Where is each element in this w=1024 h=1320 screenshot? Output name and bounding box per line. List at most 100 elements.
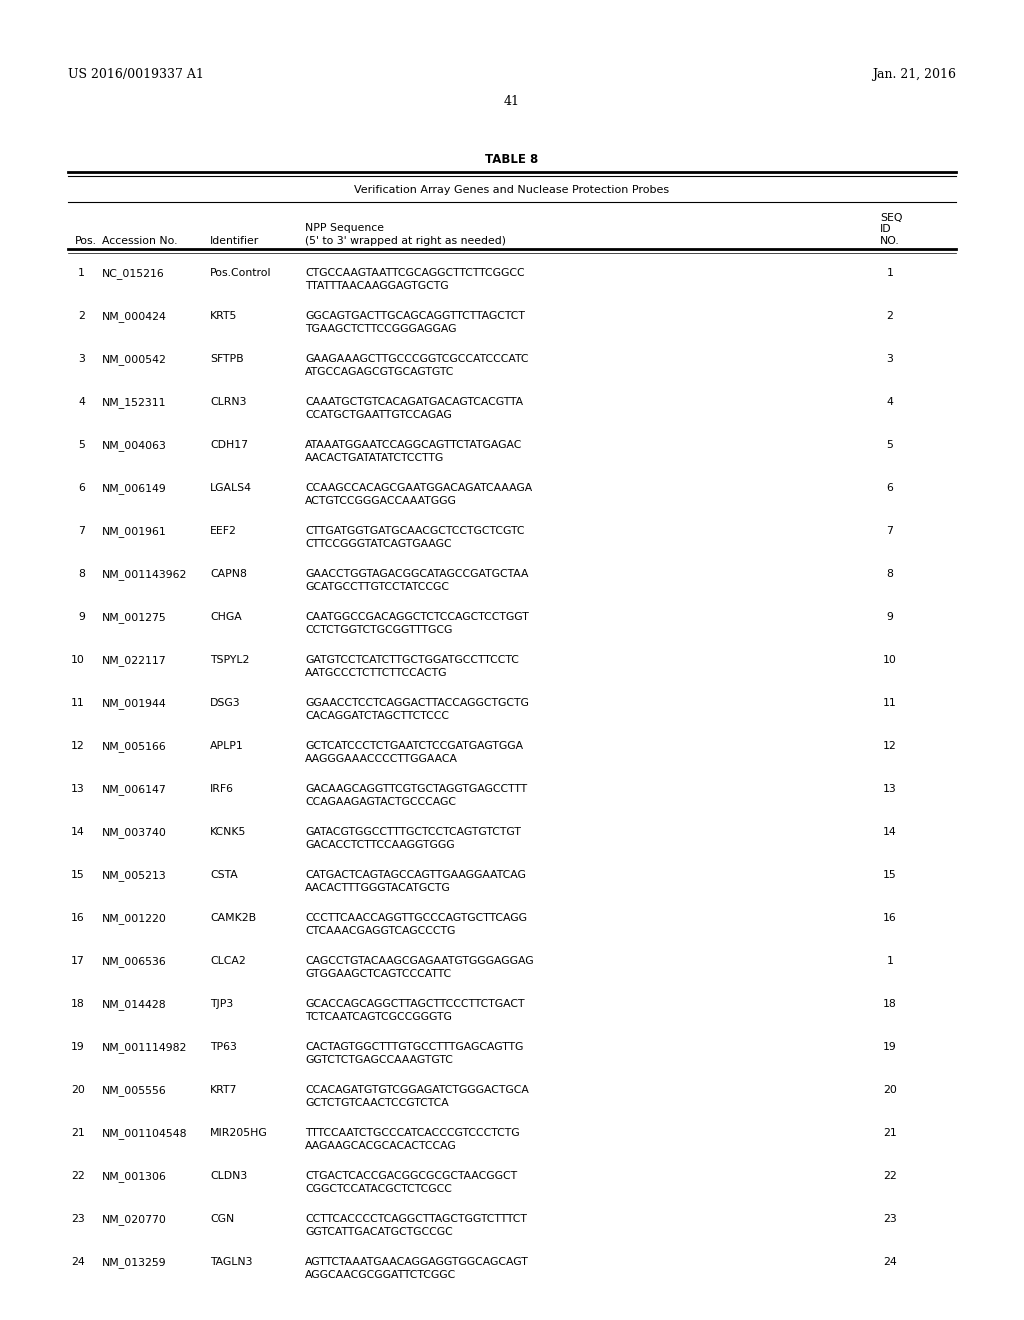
Text: NM_005213: NM_005213 (102, 870, 167, 880)
Text: AAGGGAAACCCCTTGGAACA: AAGGGAAACCCCTTGGAACA (305, 754, 458, 764)
Text: NM_000542: NM_000542 (102, 354, 167, 364)
Text: KCNK5: KCNK5 (210, 828, 247, 837)
Text: 17: 17 (72, 956, 85, 966)
Text: TJP3: TJP3 (210, 999, 233, 1008)
Text: 3: 3 (78, 354, 85, 364)
Text: NM_003740: NM_003740 (102, 828, 167, 838)
Text: GTGGAAGCTCAGTCCCATTC: GTGGAAGCTCAGTCCCATTC (305, 969, 452, 979)
Text: 12: 12 (72, 741, 85, 751)
Text: Identifier: Identifier (210, 236, 259, 246)
Text: 9: 9 (887, 612, 893, 622)
Text: 13: 13 (72, 784, 85, 795)
Text: AGGCAACGCGGATTCTCGGC: AGGCAACGCGGATTCTCGGC (305, 1270, 457, 1280)
Text: NM_001143962: NM_001143962 (102, 569, 187, 579)
Text: CAPN8: CAPN8 (210, 569, 247, 579)
Text: AATGCCCTCTTCTTCCACTG: AATGCCCTCTTCTTCCACTG (305, 668, 447, 678)
Text: 15: 15 (883, 870, 897, 880)
Text: CAMK2B: CAMK2B (210, 913, 256, 923)
Text: NM_001104548: NM_001104548 (102, 1129, 187, 1139)
Text: NM_001114982: NM_001114982 (102, 1041, 187, 1053)
Text: DSG3: DSG3 (210, 698, 241, 708)
Text: 6: 6 (887, 483, 893, 492)
Text: CCTTCACCCCTCAGGCTTAGCTGGTCTTTCT: CCTTCACCCCTCAGGCTTAGCTGGTCTTTCT (305, 1214, 527, 1224)
Text: CDH17: CDH17 (210, 440, 248, 450)
Text: CATGACTCAGTAGCCAGTTGAAGGAATCAG: CATGACTCAGTAGCCAGTTGAAGGAATCAG (305, 870, 526, 880)
Text: NC_015216: NC_015216 (102, 268, 165, 279)
Text: 10: 10 (71, 655, 85, 665)
Text: GCTCATCCCTCTGAATCTCCGATGAGTGGA: GCTCATCCCTCTGAATCTCCGATGAGTGGA (305, 741, 523, 751)
Text: CCCTTCAACCAGGTTGCCCAGTGCTTCAGG: CCCTTCAACCAGGTTGCCCAGTGCTTCAGG (305, 913, 527, 923)
Text: CCAGAAGAGTACTGCCCAGC: CCAGAAGAGTACTGCCCAGC (305, 797, 456, 807)
Text: Verification Array Genes and Nuclease Protection Probes: Verification Array Genes and Nuclease Pr… (354, 185, 670, 195)
Text: 4: 4 (78, 397, 85, 407)
Text: (5' to 3' wrapped at right as needed): (5' to 3' wrapped at right as needed) (305, 236, 506, 246)
Text: 23: 23 (883, 1214, 897, 1224)
Text: CGN: CGN (210, 1214, 234, 1224)
Text: 18: 18 (883, 999, 897, 1008)
Text: ATGCCAGAGCGTGCAGTGTC: ATGCCAGAGCGTGCAGTGTC (305, 367, 455, 378)
Text: NM_000424: NM_000424 (102, 312, 167, 322)
Text: 2: 2 (78, 312, 85, 321)
Text: TAGLN3: TAGLN3 (210, 1257, 253, 1267)
Text: 1: 1 (78, 268, 85, 279)
Text: NM_004063: NM_004063 (102, 440, 167, 451)
Text: CLDN3: CLDN3 (210, 1171, 247, 1181)
Text: SFTPB: SFTPB (210, 354, 244, 364)
Text: NM_005166: NM_005166 (102, 741, 167, 752)
Text: 11: 11 (883, 698, 897, 708)
Text: IRF6: IRF6 (210, 784, 234, 795)
Text: CCATGCTGAATTGTCCAGAG: CCATGCTGAATTGTCCAGAG (305, 411, 452, 420)
Text: GGCAGTGACTTGCAGCAGGTTCTTAGCTCT: GGCAGTGACTTGCAGCAGGTTCTTAGCTCT (305, 312, 525, 321)
Text: 1: 1 (887, 956, 893, 966)
Text: 6: 6 (78, 483, 85, 492)
Text: GGTCTCTGAGCCAAAGTGTC: GGTCTCTGAGCCAAAGTGTC (305, 1055, 453, 1065)
Text: NM_013259: NM_013259 (102, 1257, 167, 1269)
Text: KRT7: KRT7 (210, 1085, 238, 1096)
Text: GCTCTGTCAACTCCGTCTCA: GCTCTGTCAACTCCGTCTCA (305, 1098, 449, 1107)
Text: TCTCAATCAGTCGCCGGGTG: TCTCAATCAGTCGCCGGGTG (305, 1012, 452, 1022)
Text: 14: 14 (72, 828, 85, 837)
Text: NM_152311: NM_152311 (102, 397, 167, 408)
Text: CLRN3: CLRN3 (210, 397, 247, 407)
Text: GACAAGCAGGTTCGTGCTAGGTGAGCCTTT: GACAAGCAGGTTCGTGCTAGGTGAGCCTTT (305, 784, 527, 795)
Text: 10: 10 (883, 655, 897, 665)
Text: CTTGATGGTGATGCAACGCTCCTGCTCGTC: CTTGATGGTGATGCAACGCTCCTGCTCGTC (305, 525, 524, 536)
Text: 22: 22 (883, 1171, 897, 1181)
Text: CAATGGCCGACAGGCTCTCCAGCTCCTGGT: CAATGGCCGACAGGCTCTCCAGCTCCTGGT (305, 612, 528, 622)
Text: 16: 16 (72, 913, 85, 923)
Text: 24: 24 (883, 1257, 897, 1267)
Text: AACACTGATATATCTCCTTG: AACACTGATATATCTCCTTG (305, 453, 444, 463)
Text: GATACGTGGCCTTTGCTCCTCAGTGTCTGT: GATACGTGGCCTTTGCTCCTCAGTGTCTGT (305, 828, 521, 837)
Text: NM_006147: NM_006147 (102, 784, 167, 795)
Text: CSTA: CSTA (210, 870, 238, 880)
Text: NM_001306: NM_001306 (102, 1171, 167, 1181)
Text: 19: 19 (72, 1041, 85, 1052)
Text: CHGA: CHGA (210, 612, 242, 622)
Text: TTTCCAATCTGCCCATCACCCGTCCCTCTG: TTTCCAATCTGCCCATCACCCGTCCCTCTG (305, 1129, 519, 1138)
Text: ATAAATGGAATCCAGGCAGTTCTATGAGAC: ATAAATGGAATCCAGGCAGTTCTATGAGAC (305, 440, 522, 450)
Text: AAGAAGCACGCACACTCCAG: AAGAAGCACGCACACTCCAG (305, 1140, 457, 1151)
Text: 3: 3 (887, 354, 893, 364)
Text: GGAACCTCCTCAGGACTTACCAGGCTGCTG: GGAACCTCCTCAGGACTTACCAGGCTGCTG (305, 698, 528, 708)
Text: GATGTCCTCATCTTGCTGGATGCCTTCCTC: GATGTCCTCATCTTGCTGGATGCCTTCCTC (305, 655, 519, 665)
Text: 21: 21 (72, 1129, 85, 1138)
Text: TP63: TP63 (210, 1041, 237, 1052)
Text: Pos.Control: Pos.Control (210, 268, 271, 279)
Text: ACTGTCCGGGACCAAATGGG: ACTGTCCGGGACCAAATGGG (305, 496, 457, 506)
Text: NM_022117: NM_022117 (102, 655, 167, 665)
Text: Accession No.: Accession No. (102, 236, 177, 246)
Text: Pos.: Pos. (75, 236, 97, 246)
Text: NM_001220: NM_001220 (102, 913, 167, 924)
Text: 13: 13 (883, 784, 897, 795)
Text: 12: 12 (883, 741, 897, 751)
Text: 41: 41 (504, 95, 520, 108)
Text: CTGCCAAGTAATTCGCAGGCTTCTTCGGCC: CTGCCAAGTAATTCGCAGGCTTCTTCGGCC (305, 268, 524, 279)
Text: TTATTTAACAAGGAGTGCTG: TTATTTAACAAGGAGTGCTG (305, 281, 449, 290)
Text: 21: 21 (883, 1129, 897, 1138)
Text: NM_006536: NM_006536 (102, 956, 167, 968)
Text: MIR205HG: MIR205HG (210, 1129, 267, 1138)
Text: NM_001944: NM_001944 (102, 698, 167, 709)
Text: CTGACTCACCGACGGCGCGCTAACGGCT: CTGACTCACCGACGGCGCGCTAACGGCT (305, 1171, 517, 1181)
Text: NPP Sequence: NPP Sequence (305, 223, 384, 234)
Text: 20: 20 (71, 1085, 85, 1096)
